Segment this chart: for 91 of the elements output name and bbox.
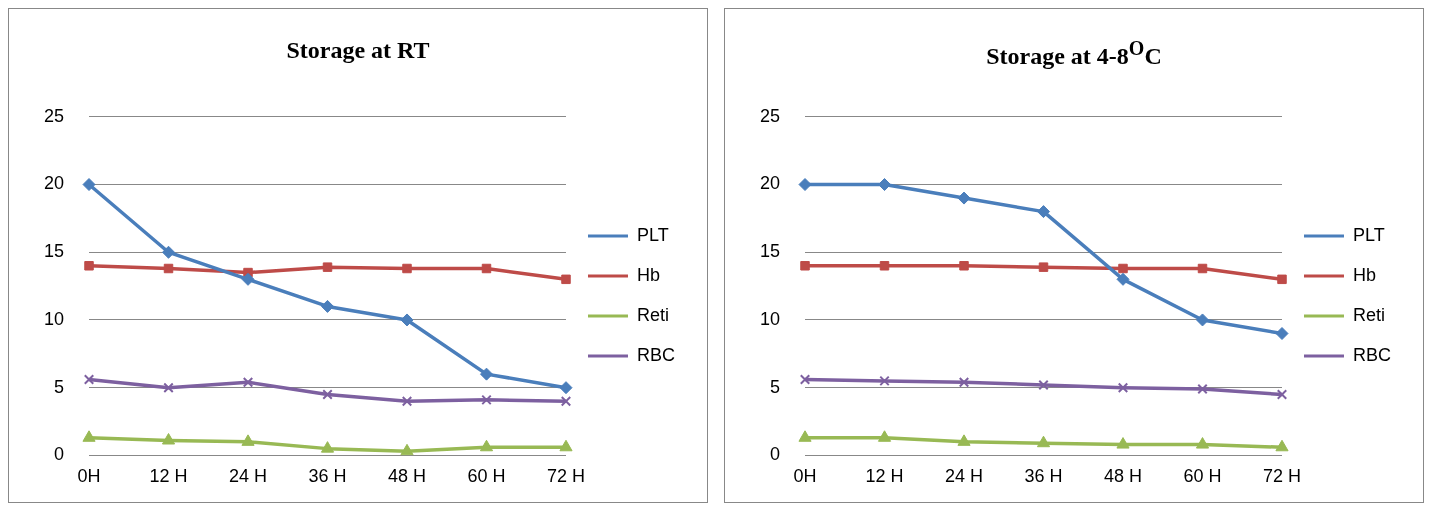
- x-tick-label: 36 H: [1024, 466, 1063, 487]
- x-tick-label: 24 H: [945, 466, 984, 487]
- y-tick-label: 0: [54, 444, 65, 465]
- point: [561, 274, 571, 285]
- y-tick-label: 10: [759, 308, 781, 329]
- point: [1275, 327, 1289, 340]
- point: [1197, 383, 1208, 395]
- point: [879, 375, 890, 387]
- y-tick-label: 5: [770, 376, 781, 397]
- point: [877, 430, 892, 442]
- point: [163, 382, 174, 393]
- legend-label: Reti: [637, 304, 670, 325]
- y-tick-label: 10: [43, 308, 65, 329]
- point: [958, 377, 970, 388]
- point: [400, 443, 414, 456]
- point: [1196, 313, 1209, 327]
- point: [559, 439, 573, 452]
- y-tick-label: 20: [759, 173, 781, 194]
- point: [83, 374, 95, 385]
- point: [82, 178, 96, 192]
- x-tick-label: 72 H: [1262, 466, 1302, 487]
- point: [161, 433, 176, 445]
- point: [481, 263, 492, 274]
- point: [241, 272, 255, 286]
- point: [1275, 439, 1289, 452]
- point: [800, 261, 810, 271]
- x-tick-label: 72 H: [546, 466, 586, 487]
- point: [162, 245, 176, 259]
- point: [879, 261, 890, 271]
- y-tick-label: 15: [43, 241, 65, 262]
- point: [242, 377, 254, 388]
- point: [1036, 435, 1051, 448]
- chart-title: Storage at RT: [285, 36, 431, 65]
- point: [1276, 389, 1288, 400]
- point: [959, 261, 969, 271]
- x-tick-label: 12 H: [865, 466, 904, 487]
- legend-label: RBC: [1353, 344, 1392, 365]
- point: [1197, 263, 1208, 274]
- y-tick-label: 15: [759, 241, 781, 262]
- legend-label: PLT: [637, 224, 669, 245]
- point: [480, 367, 493, 381]
- x-tick-label: 24 H: [229, 466, 268, 487]
- legend-label: PLT: [1353, 224, 1385, 245]
- x-tick-label: 60 H: [1183, 466, 1222, 487]
- x-tick-label: 48 H: [387, 466, 427, 487]
- point: [799, 374, 811, 385]
- x-tick-label: 0H: [77, 466, 101, 487]
- point: [322, 389, 333, 400]
- x-tick-label: 0H: [793, 466, 817, 487]
- point: [84, 261, 94, 271]
- point: [798, 178, 812, 192]
- x-tick-label: 48 H: [1103, 466, 1143, 487]
- point: [481, 394, 492, 406]
- point: [401, 395, 413, 407]
- y-tick-label: 0: [770, 444, 781, 465]
- point: [1116, 437, 1130, 449]
- point: [798, 430, 812, 442]
- point: [82, 430, 96, 442]
- y-tick-label: 25: [759, 105, 781, 126]
- chart-title: Storage at 4-8$^{O}$C: [985, 36, 1163, 71]
- legend-label: RBC: [637, 344, 676, 365]
- point: [400, 313, 414, 327]
- point: [957, 434, 971, 446]
- point: [1118, 263, 1128, 274]
- point: [1037, 205, 1051, 219]
- y-tick-label: 5: [54, 376, 65, 397]
- x-tick-label: 36 H: [308, 466, 347, 487]
- point: [957, 191, 971, 205]
- point: [559, 381, 573, 395]
- point: [241, 434, 255, 446]
- point: [878, 178, 892, 192]
- point: [1038, 379, 1049, 391]
- point: [1117, 382, 1129, 393]
- y-tick-label: 25: [43, 105, 65, 126]
- point: [322, 262, 333, 272]
- legend-label: Hb: [637, 264, 661, 285]
- legend-label: Reti: [1353, 304, 1386, 325]
- point: [402, 263, 412, 274]
- x-tick-label: 12 H: [149, 466, 188, 487]
- point: [1116, 272, 1130, 286]
- point: [1038, 262, 1049, 272]
- x-tick-label: 60 H: [467, 466, 506, 487]
- y-tick-label: 20: [43, 173, 65, 194]
- point: [479, 439, 494, 452]
- point: [320, 441, 335, 453]
- point: [321, 299, 335, 313]
- point: [560, 395, 572, 407]
- point: [1277, 274, 1287, 285]
- point: [1195, 437, 1210, 449]
- legend-label: Hb: [1353, 264, 1377, 285]
- point: [163, 263, 174, 274]
